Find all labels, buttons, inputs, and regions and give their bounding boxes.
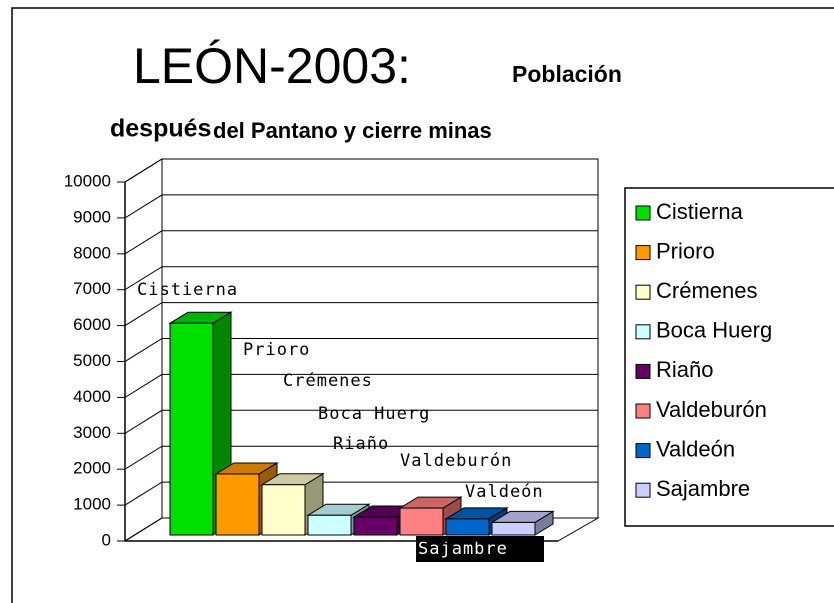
grid-line: [124, 445, 598, 470]
legend-label: Valdeón: [656, 436, 735, 461]
legend-swatch: [635, 403, 651, 419]
data-label: Sajambre: [418, 539, 508, 559]
legend-label: Crémenes: [656, 278, 757, 303]
y-tick-label: 8000: [73, 243, 111, 262]
bar: [445, 518, 490, 536]
data-label: Crémenes: [283, 371, 373, 391]
y-tick-label: 3000: [73, 423, 111, 442]
legend-swatch: [635, 482, 651, 498]
grid-line: [124, 481, 598, 506]
chart-title: del Pantano y cierre minas: [213, 118, 492, 143]
grid-line: [124, 194, 598, 219]
legend-label: Prioro: [656, 238, 715, 263]
y-tick-label: 4000: [73, 387, 111, 406]
legend-label: Riaño: [656, 357, 713, 382]
y-tick-label: 5000: [73, 351, 111, 370]
bar: [169, 322, 214, 536]
grid-line: [124, 338, 598, 362]
legend-swatch: [635, 205, 651, 221]
data-label: Valdeburón: [400, 451, 512, 471]
y-tick-label: 1000: [73, 495, 111, 514]
grid-line: [124, 373, 598, 398]
legend-label: Cistierna: [656, 199, 744, 224]
legend-swatch: [635, 363, 651, 379]
legend-label: Sajambre: [656, 476, 750, 501]
grid-line: [124, 409, 598, 434]
legend-label: Boca Huerg: [656, 318, 772, 343]
data-label: Prioro: [243, 340, 310, 360]
bar: [399, 507, 444, 536]
legend-label: Valdeburón: [656, 397, 767, 422]
y-tick-label: 2000: [73, 459, 111, 478]
chart-title: después: [110, 115, 211, 143]
bar: [307, 514, 352, 536]
grid-line: [124, 266, 598, 291]
legend-swatch: [635, 284, 651, 300]
chart-title: LEÓN-2003:: [133, 38, 411, 94]
data-label: Riaño: [333, 434, 389, 454]
bar: [261, 484, 306, 536]
data-label: Boca Huerg: [318, 404, 430, 424]
grid-line: [124, 302, 598, 327]
data-label: Valdeón: [465, 482, 544, 502]
y-tick-label: 9000: [73, 207, 111, 226]
legend-swatch: [635, 443, 651, 459]
y-tick-label: 7000: [73, 279, 111, 298]
y-tick-label: 6000: [73, 315, 111, 334]
legend-swatch: [635, 324, 651, 340]
legend-box: [624, 187, 834, 527]
y-tick-label: 0: [102, 530, 111, 549]
grid-line: [124, 230, 598, 255]
bar: [215, 473, 260, 536]
chart-title: Población: [512, 61, 622, 87]
y-tick-label: 10000: [64, 171, 111, 190]
grid-line: [124, 158, 598, 183]
data-label: Cistierna: [137, 280, 238, 300]
bar: [353, 516, 398, 536]
legend-swatch: [635, 245, 651, 261]
bar: [491, 521, 536, 536]
